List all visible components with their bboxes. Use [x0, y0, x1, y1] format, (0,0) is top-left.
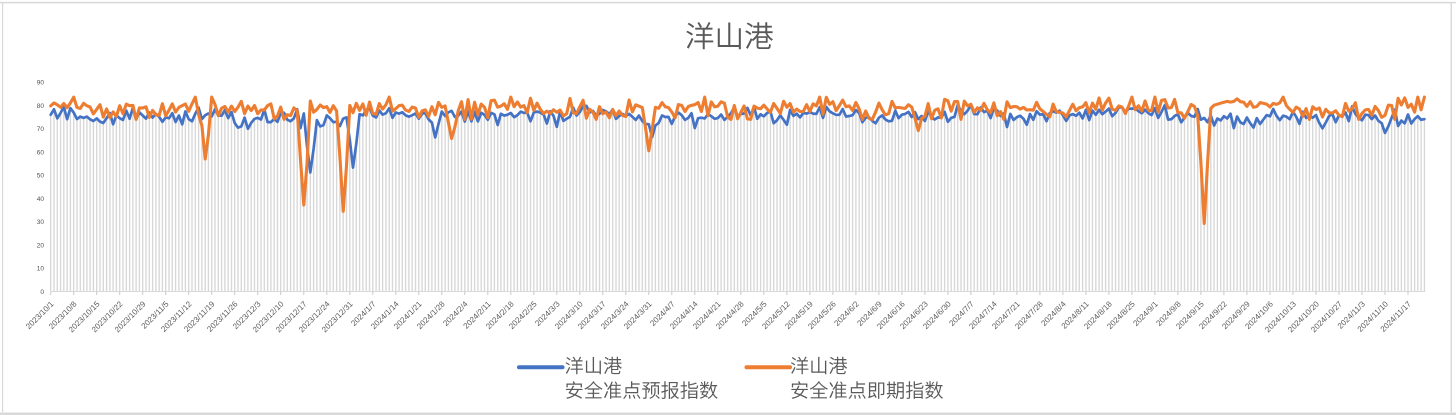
svg-text:10: 10	[37, 266, 45, 273]
svg-text:50: 50	[37, 173, 45, 180]
svg-text:30: 30	[37, 219, 45, 226]
svg-text:90: 90	[37, 80, 45, 87]
svg-text:0: 0	[40, 289, 44, 296]
svg-text:60: 60	[37, 149, 45, 156]
svg-text:80: 80	[37, 103, 45, 110]
svg-text:40: 40	[37, 196, 45, 203]
svg-text:20: 20	[37, 242, 45, 249]
svg-text:70: 70	[37, 126, 45, 133]
